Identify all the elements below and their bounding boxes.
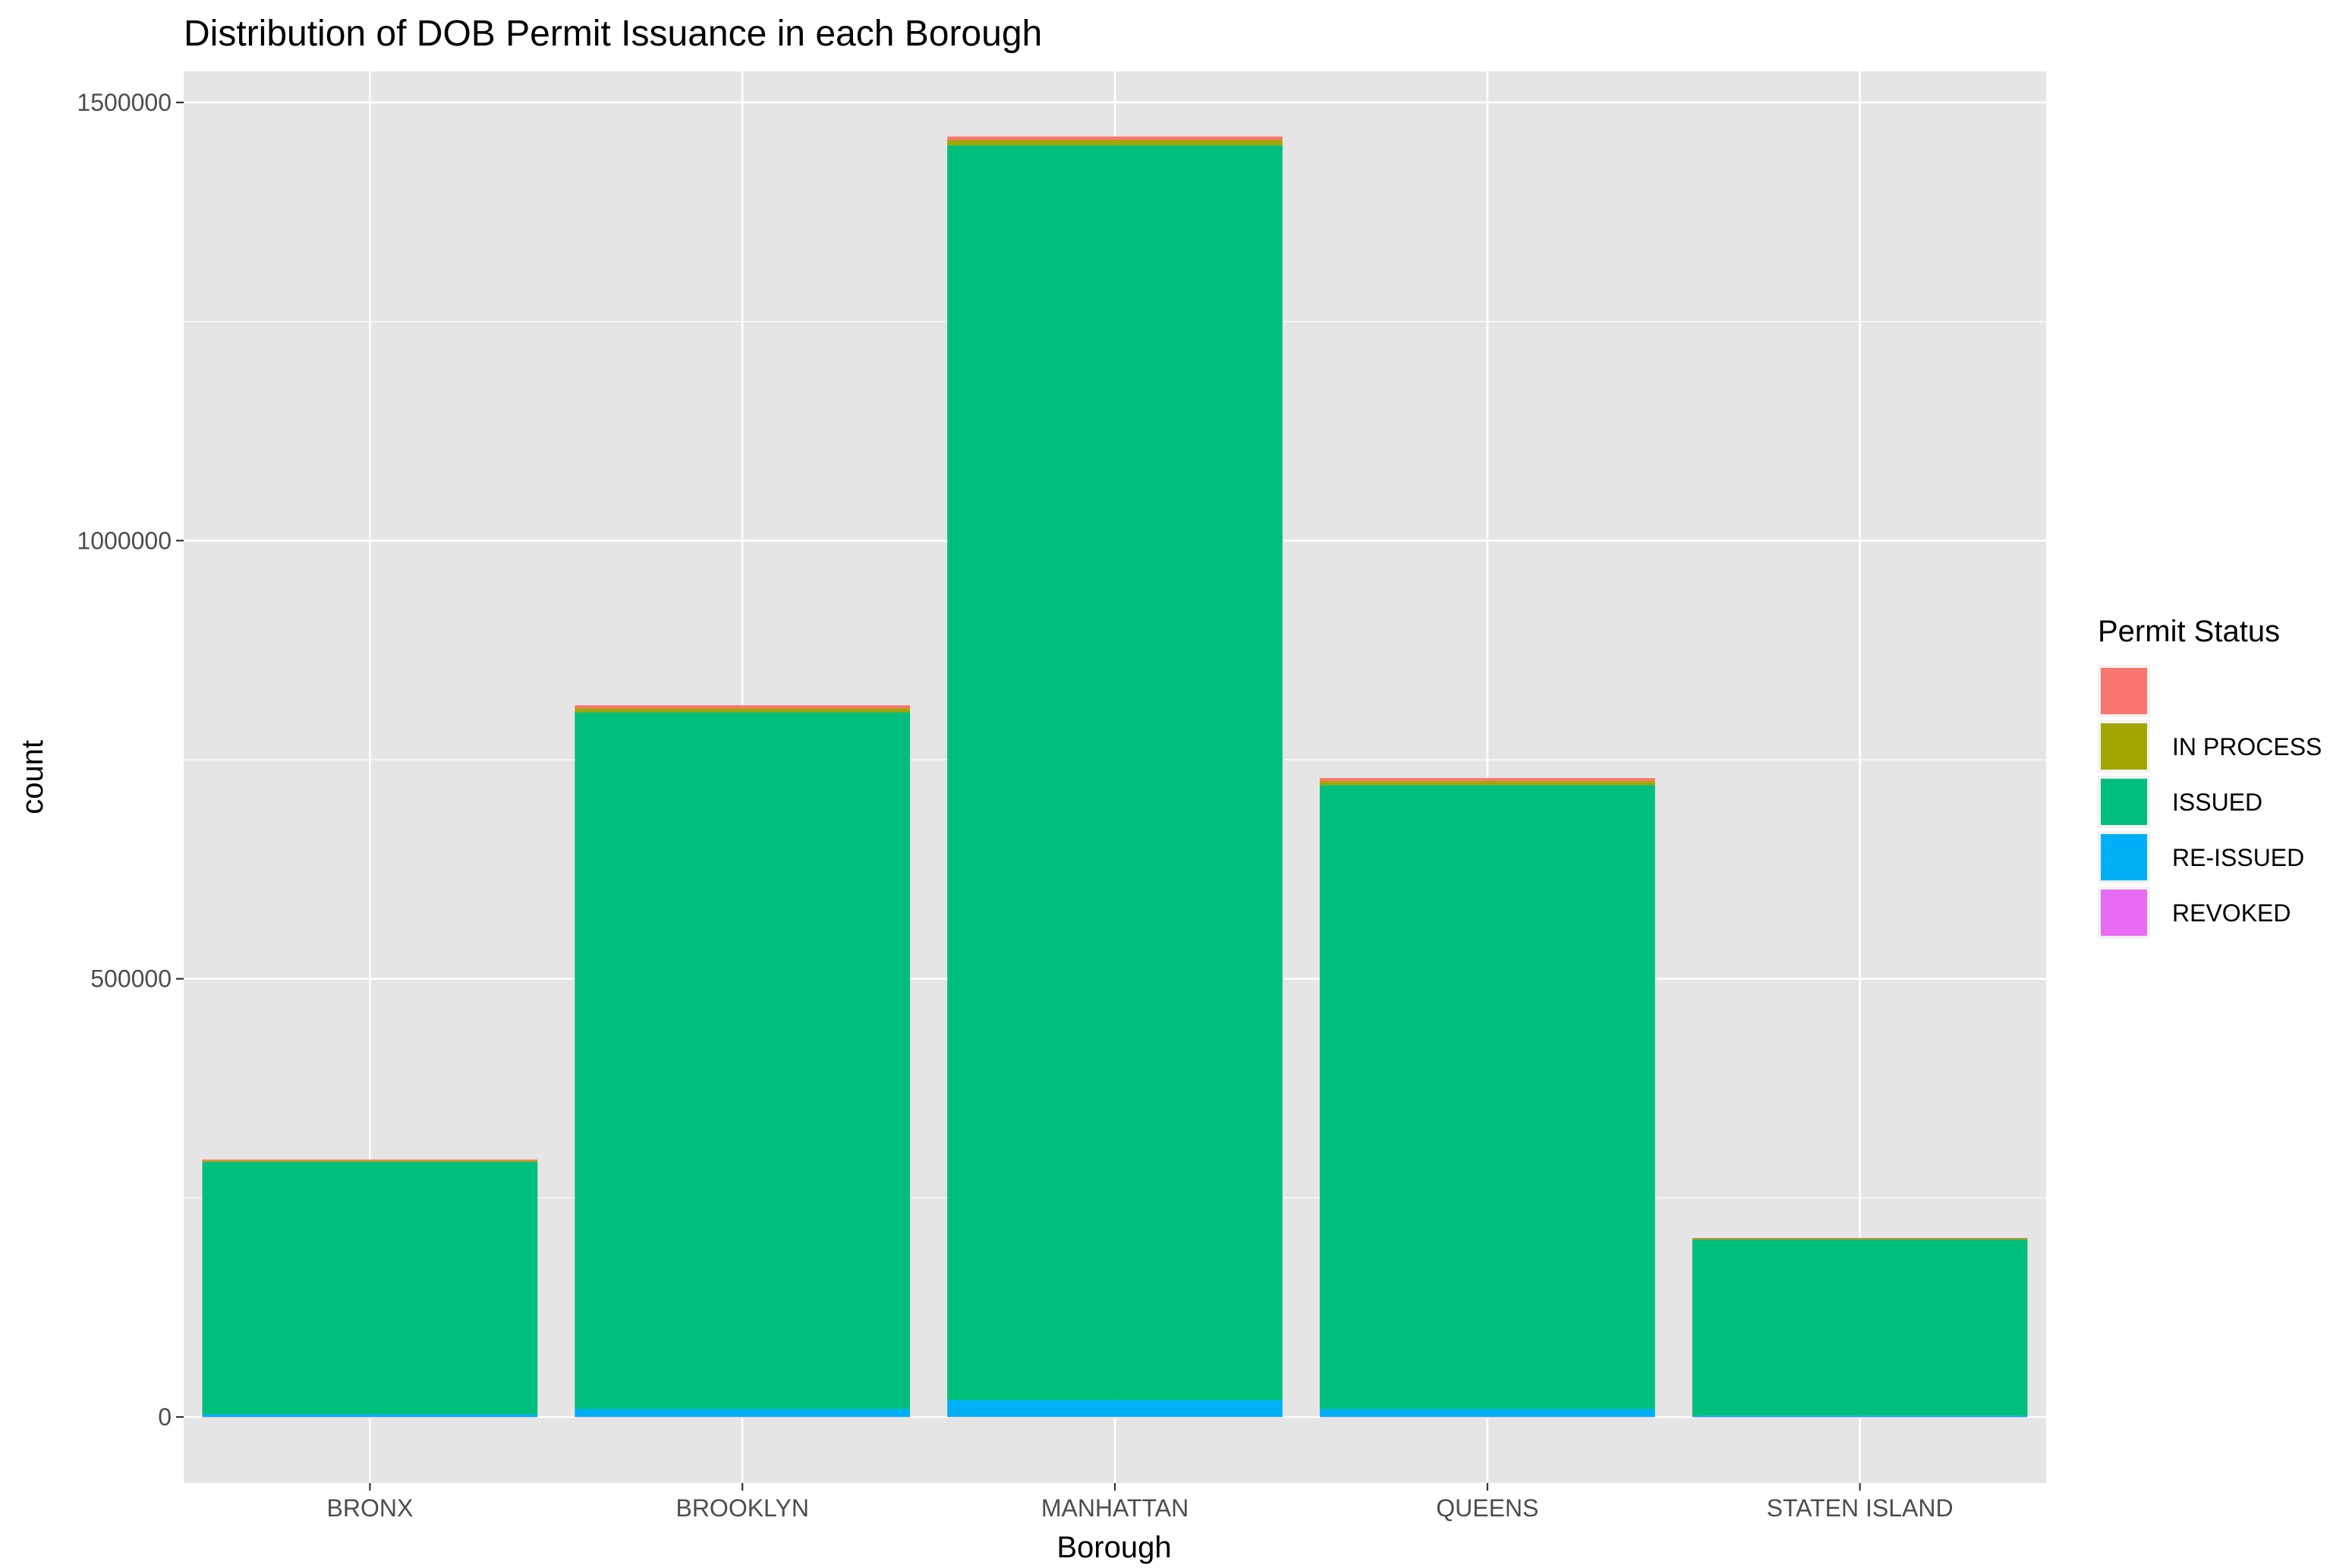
x-tick-label: STATEN ISLAND (1767, 1494, 1954, 1522)
bar-issued-queens (1319, 785, 1655, 1409)
bar-re-issued-staten-island (1692, 1415, 2028, 1417)
legend-swatch (2101, 723, 2147, 770)
legend-label: ISSUED (2172, 789, 2262, 816)
legend-swatch (2101, 889, 2147, 936)
legend-label: REVOKED (2172, 899, 2291, 927)
y-tick-label: 1000000 (77, 527, 172, 554)
bar-revoked-brooklyn (575, 1416, 911, 1418)
x-tick-label: BRONX (327, 1494, 414, 1522)
bar-revoked-staten-island (1692, 1416, 2028, 1418)
bar-blank-staten-island (1692, 1238, 2028, 1239)
y-axis: 0 500000 1000000 1500000 (77, 89, 184, 1431)
y-axis-title: count (16, 740, 49, 814)
x-tick-label: QUEENS (1436, 1494, 1538, 1522)
legend-swatch (2101, 834, 2147, 880)
bar-revoked-manhattan (947, 1416, 1283, 1418)
bar-re-issued-manhattan (947, 1400, 1283, 1417)
legend-label: RE-ISSUED (2172, 844, 2304, 871)
bar-revoked-queens (1319, 1416, 1655, 1418)
bar-in-process-bronx (202, 1160, 538, 1162)
legend-swatch (2101, 668, 2147, 714)
bar-revoked-bronx (202, 1416, 538, 1418)
bar-issued-manhattan (947, 145, 1283, 1400)
plot-area (184, 71, 2046, 1483)
bar-in-process-brooklyn (575, 708, 911, 713)
bar-blank-queens (1319, 778, 1655, 782)
bar-issued-staten-island (1692, 1239, 2028, 1416)
bar-in-process-manhattan (947, 140, 1283, 146)
y-tick-label: 0 (158, 1403, 172, 1431)
x-tick-label: MANHATTAN (1041, 1494, 1189, 1522)
y-tick-label: 500000 (90, 965, 172, 993)
chart-title: Distribution of DOB Permit Issuance in e… (184, 14, 1042, 54)
y-tick-label: 1500000 (77, 89, 172, 116)
bar-blank-brooklyn (575, 705, 911, 709)
bar-re-issued-bronx (202, 1414, 538, 1417)
x-axis-title: Borough (1056, 1531, 1171, 1564)
bar-blank-manhattan (947, 136, 1283, 140)
x-axis: BRONX BROOKLYN MANHATTAN QUEENS STATEN ISLAN… (327, 1483, 1954, 1522)
bar-issued-brooklyn (575, 712, 911, 1409)
legend-label: IN PROCESS (2172, 733, 2322, 760)
bar-issued-bronx (202, 1161, 538, 1415)
legend: Permit Status IN PROCESS ISSUED RE-ISSUED R… (2098, 615, 2322, 939)
bar-in-process-queens (1319, 781, 1655, 786)
x-tick-label: BROOKLYN (675, 1494, 808, 1522)
legend-title: Permit Status (2098, 615, 2280, 648)
bar-re-issued-queens (1319, 1409, 1655, 1417)
bar-re-issued-brooklyn (575, 1409, 911, 1417)
legend-swatch (2101, 779, 2147, 825)
